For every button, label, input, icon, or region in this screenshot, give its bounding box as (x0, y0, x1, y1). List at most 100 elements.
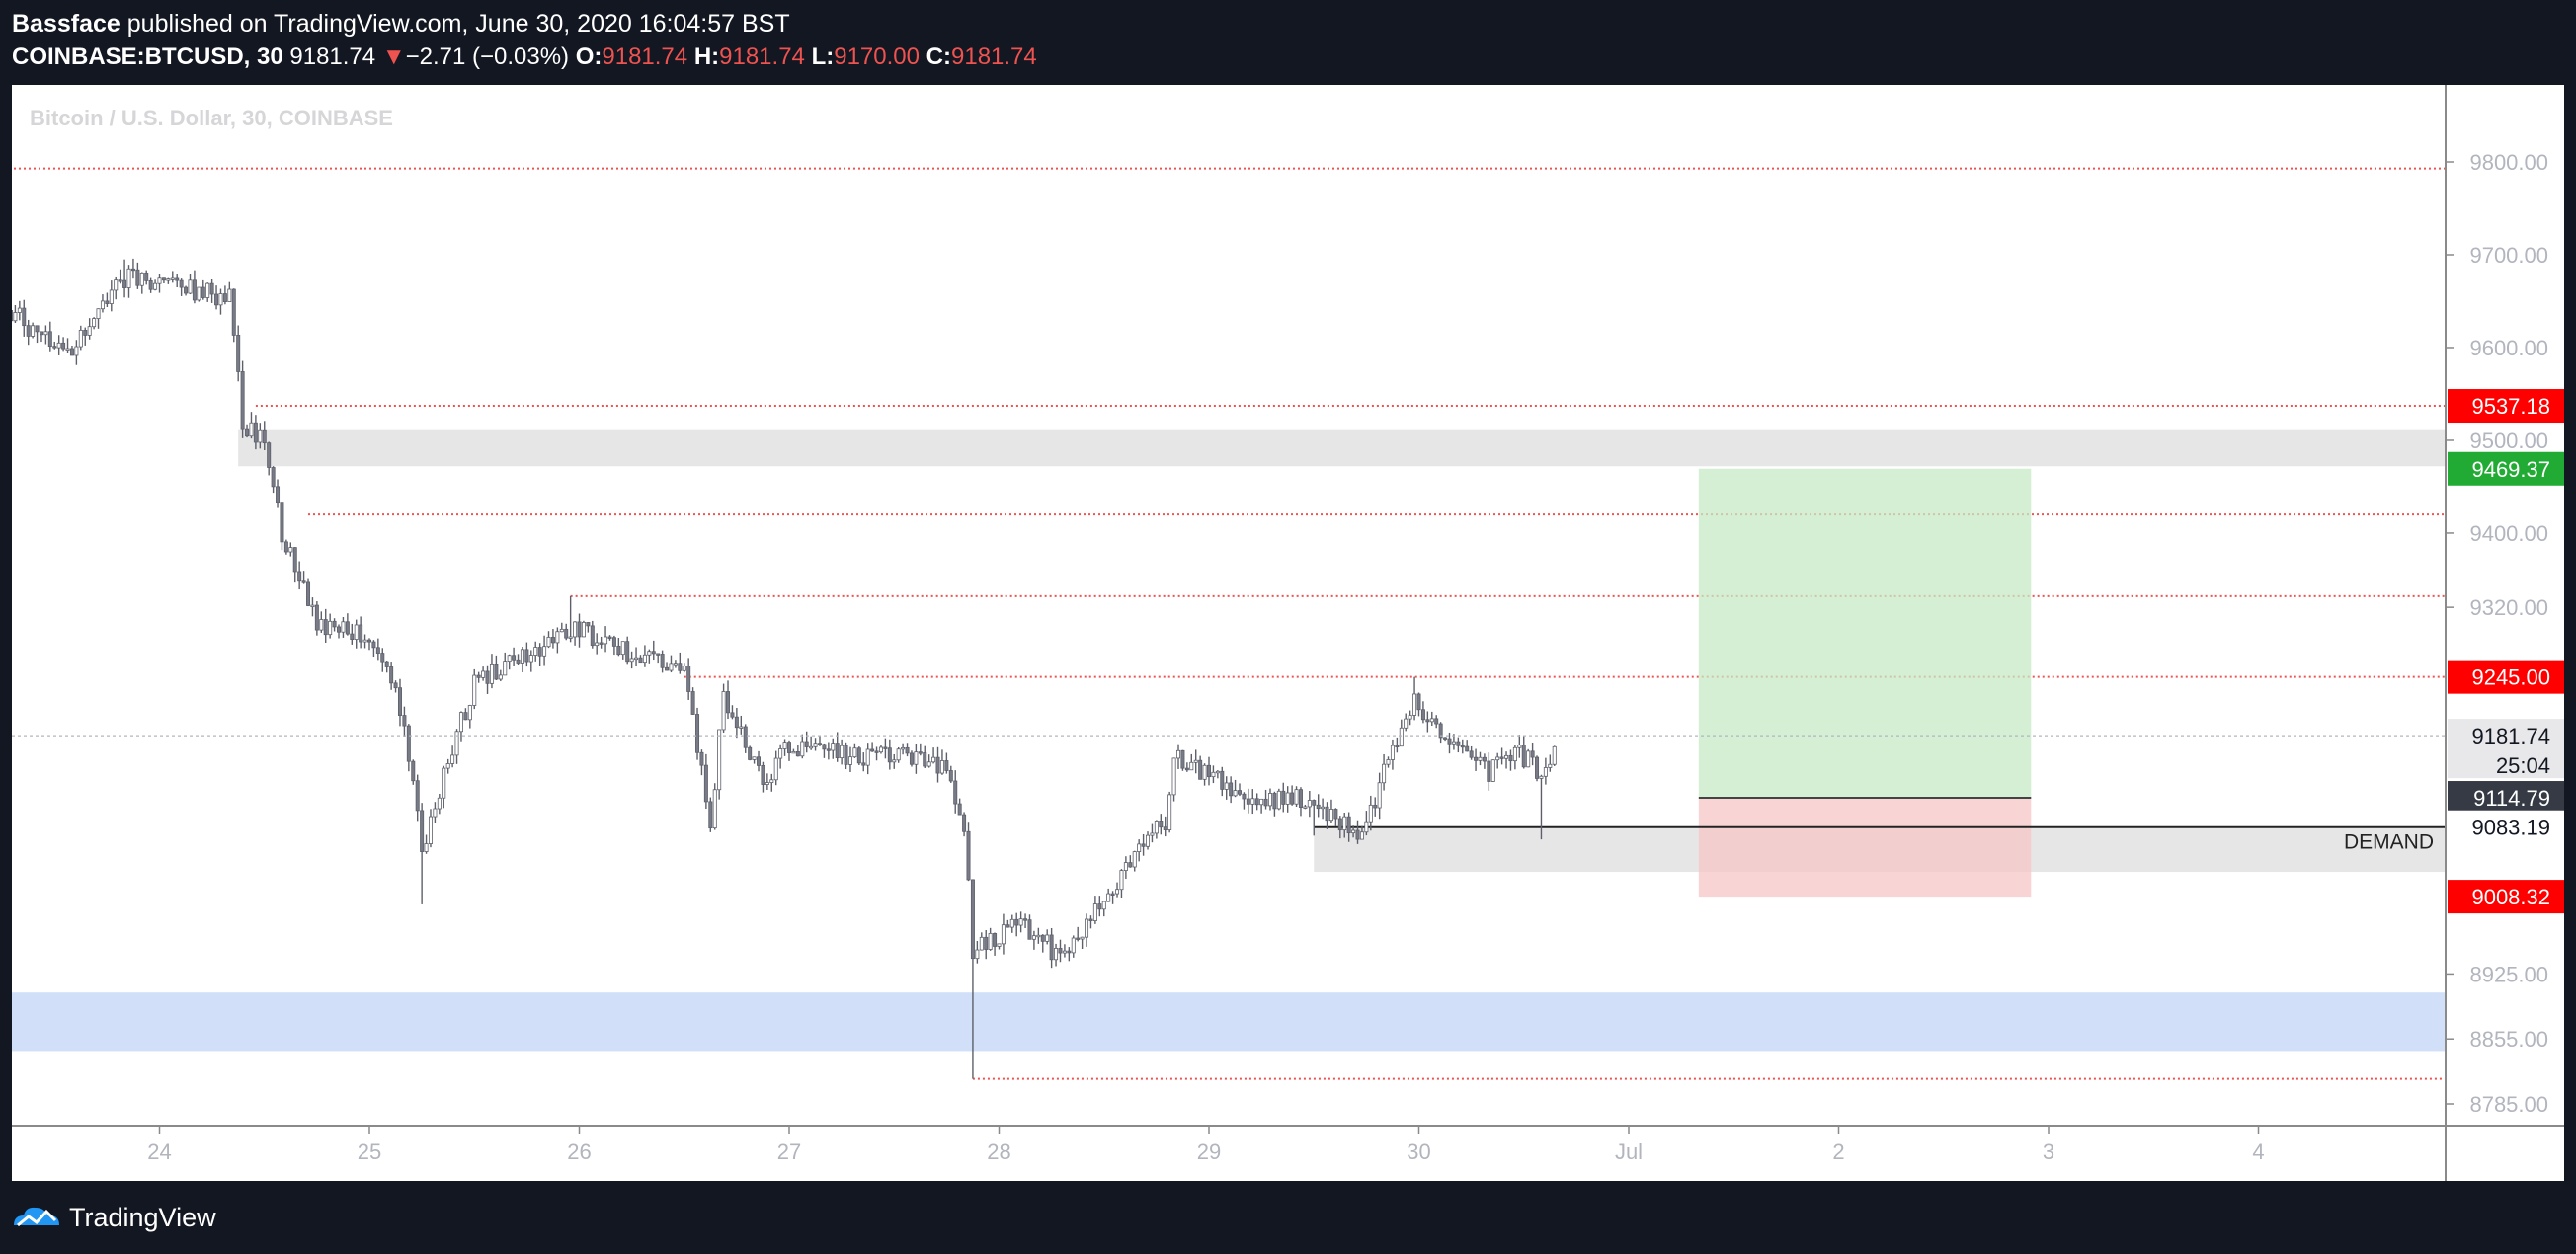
candle (52, 346, 57, 349)
candle (1097, 903, 1102, 910)
candle (328, 620, 333, 636)
candle (520, 649, 524, 664)
candle (795, 750, 800, 757)
candle (1272, 793, 1277, 810)
candle (944, 760, 949, 771)
candle (883, 746, 888, 749)
candle (371, 641, 376, 649)
candle (366, 639, 371, 643)
candle (512, 655, 517, 661)
candle (604, 636, 608, 645)
candle (901, 746, 906, 750)
candle (1535, 756, 1540, 779)
open-value: 9181.74 (602, 43, 688, 70)
high-value: 9181.74 (719, 43, 805, 70)
candle (586, 622, 591, 627)
badge-resistance: 9537.18 (2471, 394, 2550, 419)
candle (1220, 770, 1225, 790)
badge-stop-bg (2448, 880, 2564, 914)
candle (748, 746, 753, 760)
candle (656, 653, 661, 656)
candle (1303, 806, 1308, 809)
badge-target-bg (2448, 451, 2564, 486)
candle (283, 541, 288, 553)
candle (240, 371, 245, 430)
candle (12, 309, 13, 322)
candle (69, 348, 74, 356)
candle (896, 748, 901, 761)
tradingview-logo[interactable]: TradingView (12, 1201, 216, 1234)
candle (472, 674, 477, 706)
candle (935, 756, 940, 774)
candle (1517, 745, 1522, 748)
candle (791, 750, 796, 754)
candle (1390, 745, 1395, 760)
candle (1281, 790, 1286, 805)
chart-pane[interactable]: DEMAND 9800.00 9700.00 9600.00 9500.00 9400.… (12, 85, 2564, 1181)
candle (611, 637, 616, 647)
candle (122, 279, 127, 288)
candle (870, 748, 875, 752)
candle (1377, 782, 1382, 809)
candle (1001, 924, 1006, 945)
candle (1123, 862, 1128, 871)
candle (1337, 818, 1342, 831)
candle (22, 307, 27, 327)
candle (835, 743, 840, 759)
candle (130, 268, 135, 272)
candle (1263, 798, 1268, 807)
candle (192, 279, 197, 301)
publisher-name[interactable]: Bassface (12, 10, 121, 38)
price-tick-label: 8785.00 (2469, 1092, 2548, 1117)
stop-zone (1698, 798, 2032, 898)
candle (1180, 749, 1185, 769)
candle (402, 715, 407, 727)
candle (1368, 804, 1373, 823)
candle (599, 642, 604, 645)
candle (262, 429, 267, 444)
candle (424, 843, 429, 852)
candle (542, 646, 547, 657)
candle (1333, 809, 1338, 820)
candle (979, 936, 984, 951)
last-price: 9181.74 (289, 43, 376, 70)
target-zone (1698, 468, 2032, 799)
price-tick-label: 9400.00 (2469, 521, 2548, 546)
candle (739, 726, 744, 729)
candle (345, 621, 350, 635)
zone-support (12, 992, 2446, 1052)
candle (437, 797, 442, 810)
badge-target: 9469.37 (2471, 457, 2550, 482)
candle (337, 626, 342, 633)
symbol-name[interactable]: COINBASE:BTCUSD, 30 (12, 43, 283, 70)
candle (1495, 756, 1500, 761)
candle (375, 647, 380, 654)
candle (577, 621, 582, 638)
candle (118, 279, 122, 282)
price-chart[interactable]: DEMAND 9800.00 9700.00 9600.00 9500.00 9400.… (12, 85, 2564, 1181)
low-label: L: (811, 43, 835, 70)
candle (993, 932, 998, 947)
candle (726, 691, 731, 714)
candle (61, 342, 66, 350)
candle (537, 647, 542, 657)
time-tick-label: 30 (1407, 1139, 1430, 1164)
candle (874, 750, 879, 753)
candle (852, 747, 857, 758)
candle (804, 741, 809, 747)
candle (914, 751, 919, 765)
time-tick-label: 26 (567, 1139, 591, 1164)
candle (507, 655, 512, 663)
candle (420, 810, 425, 852)
candle (1548, 763, 1553, 768)
candle (276, 486, 281, 504)
candle (595, 642, 600, 647)
candle (1080, 936, 1085, 940)
badge-stop: 9008.32 (2471, 885, 2550, 909)
candle (1443, 737, 1448, 740)
candle (717, 729, 722, 791)
candle (1088, 918, 1093, 921)
candle (1321, 806, 1326, 810)
candle (923, 752, 927, 767)
candle (87, 326, 92, 336)
